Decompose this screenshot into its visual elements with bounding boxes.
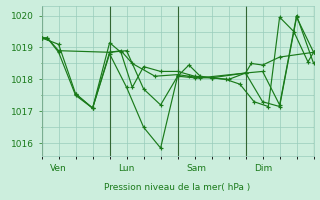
Text: Lun: Lun bbox=[118, 164, 134, 173]
Text: Ven: Ven bbox=[50, 164, 67, 173]
Text: Sam: Sam bbox=[186, 164, 206, 173]
X-axis label: Pression niveau de la mer( hPa ): Pression niveau de la mer( hPa ) bbox=[104, 183, 251, 192]
Text: Dim: Dim bbox=[254, 164, 272, 173]
